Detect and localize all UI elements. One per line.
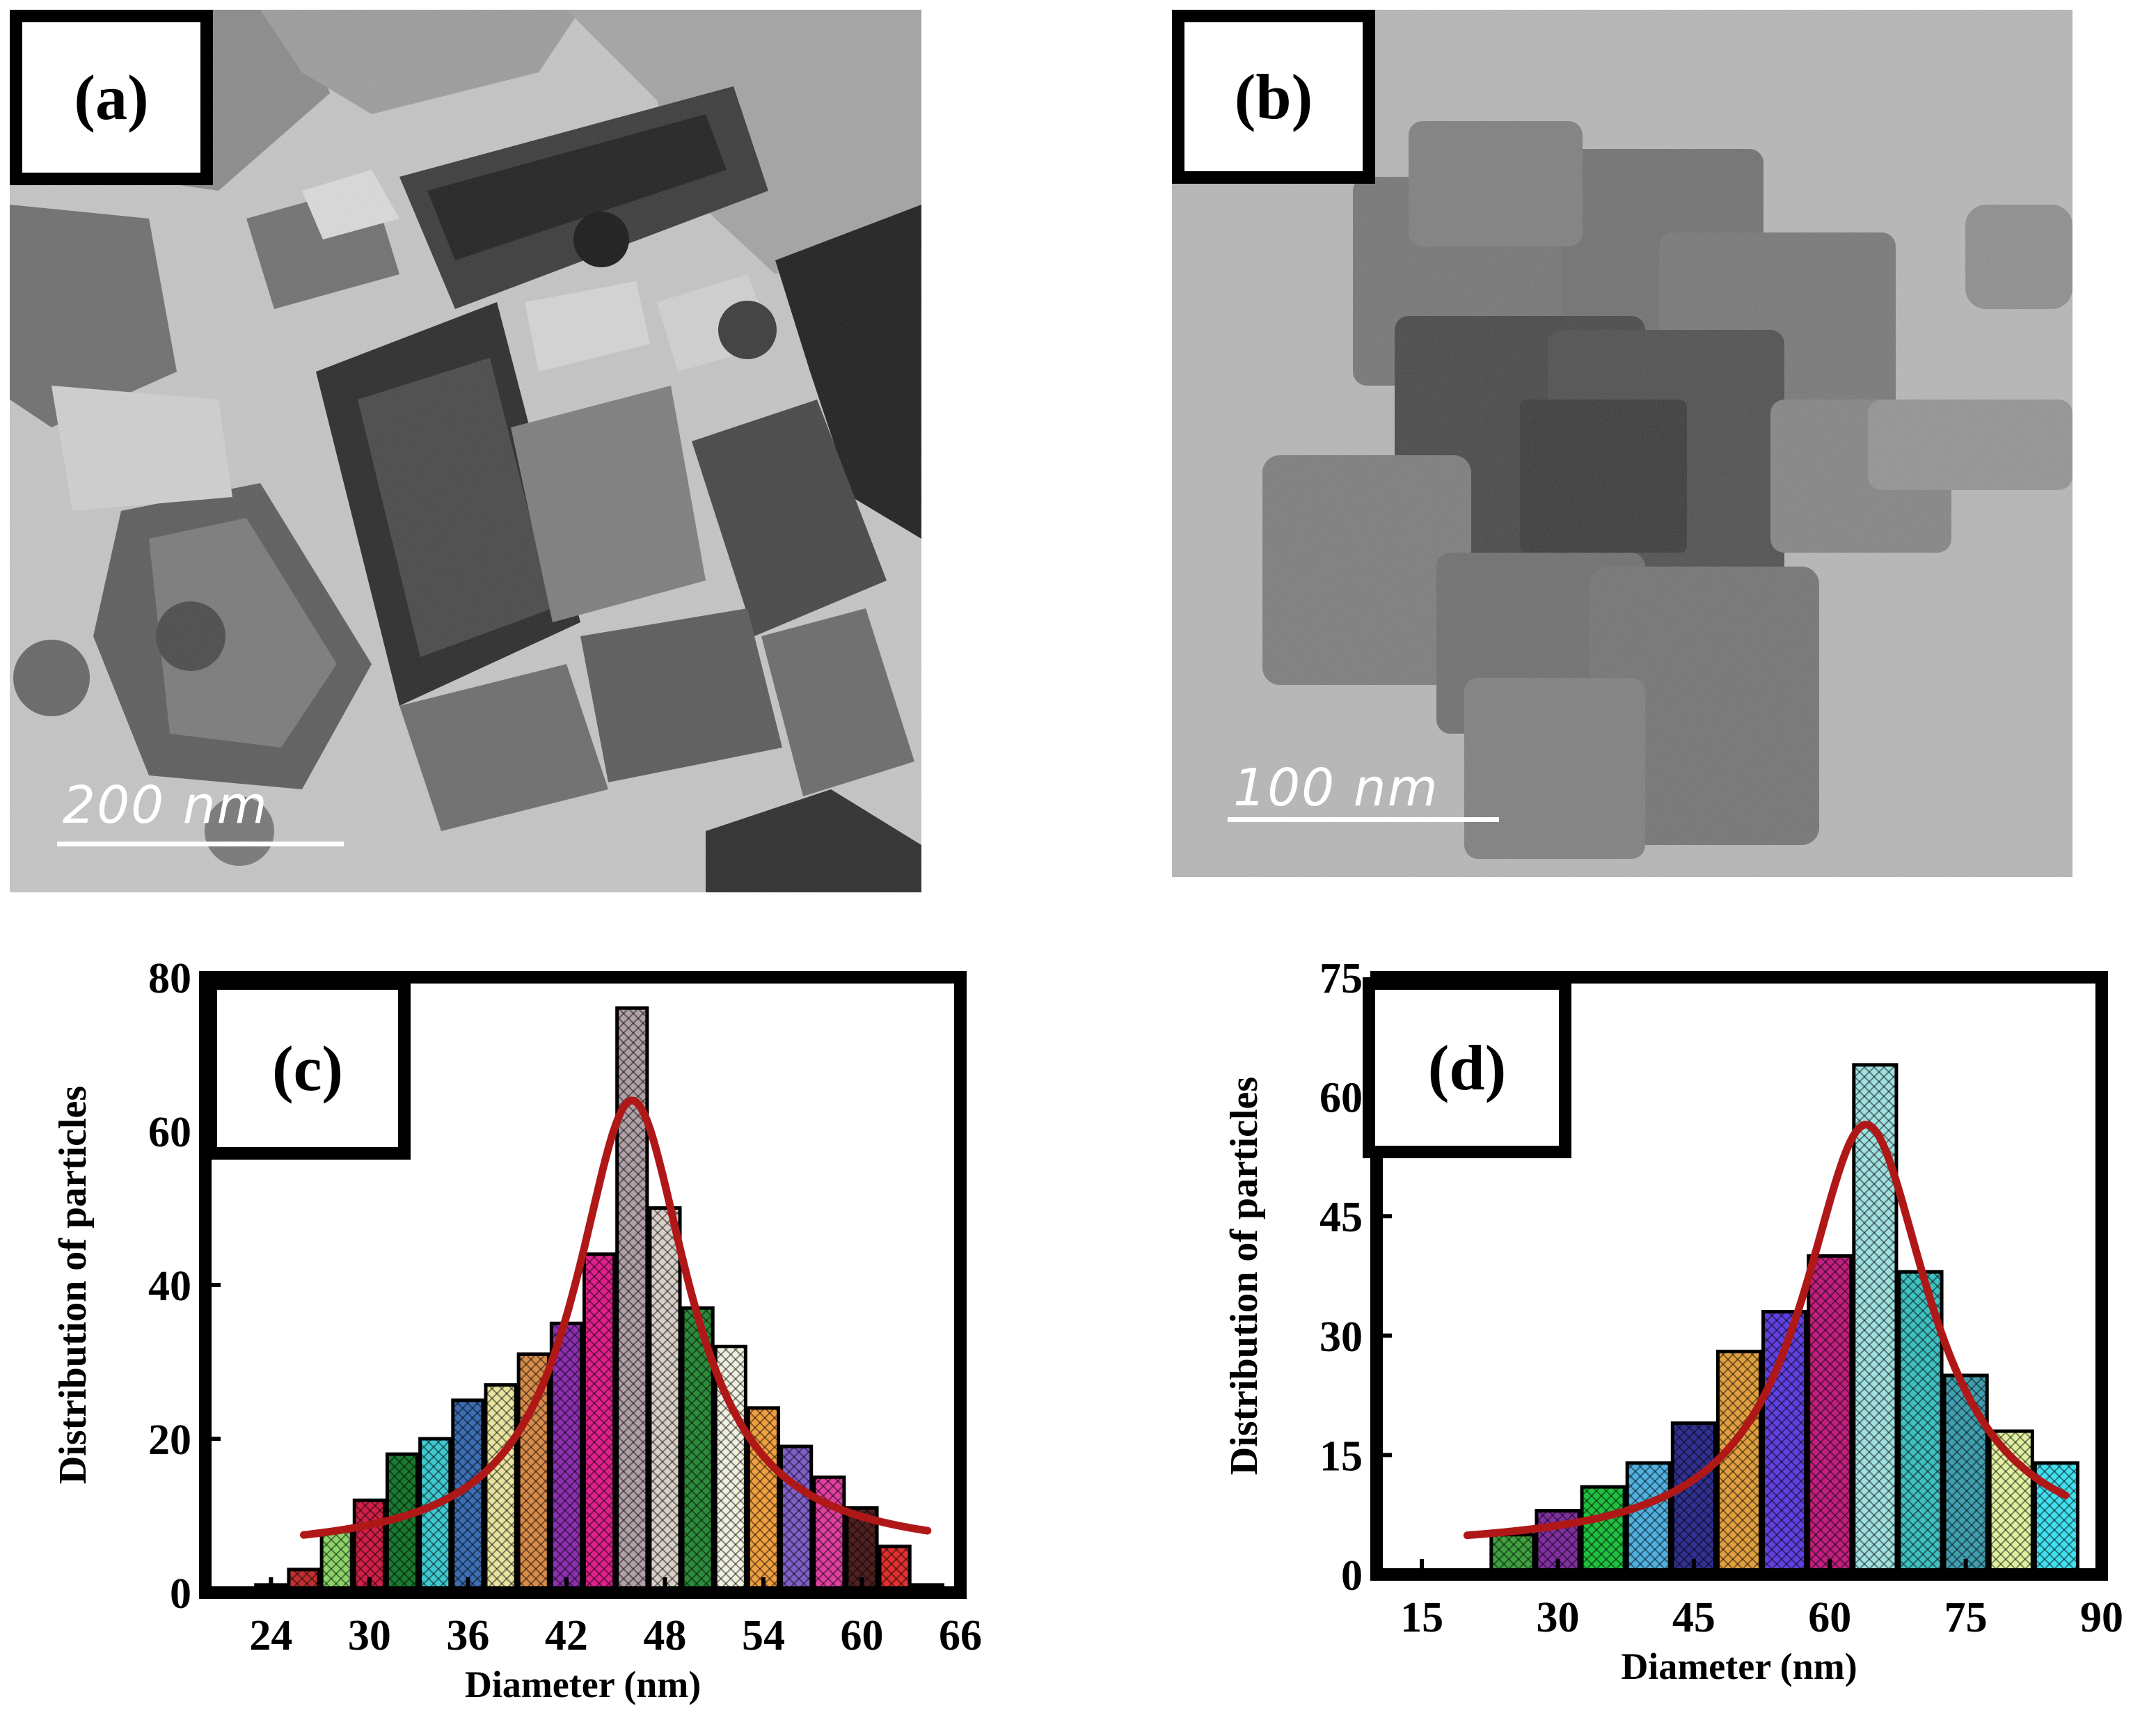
histogram-c: 24 30 36 42 48 54 60 66 0 20 40 60 80 Diameter (nm) Di… xyxy=(51,955,982,1705)
y-tick-label: 0 xyxy=(170,1570,191,1618)
histogram-bar xyxy=(1807,1254,1853,1577)
y-tick-label: 75 xyxy=(1319,955,1363,1002)
y-tick-label: 15 xyxy=(1319,1432,1363,1480)
y-tick-label: 30 xyxy=(1319,1313,1363,1361)
histogram-bar xyxy=(1852,1063,1899,1577)
x-tick-label: 30 xyxy=(1537,1594,1580,1641)
fit-curve xyxy=(300,1096,932,1539)
tem-micrograph-a xyxy=(10,10,921,892)
panel-a-label: (a) xyxy=(10,10,213,185)
histogram-bar xyxy=(1670,1421,1717,1577)
histogram-bar xyxy=(1942,1373,1989,1577)
histogram-bar xyxy=(319,1529,354,1595)
histogram-bar xyxy=(1625,1461,1672,1577)
x-tick-label: 60 xyxy=(1808,1594,1851,1641)
x-tick-label: 54 xyxy=(742,1612,785,1659)
y-tick-label: 0 xyxy=(1341,1552,1363,1600)
panel-b-label-text: (b) xyxy=(1234,61,1313,132)
tem-micrograph-b xyxy=(1172,10,2072,877)
histogram-bar xyxy=(418,1437,452,1595)
histogram-bar xyxy=(1580,1485,1626,1577)
histogram-bar xyxy=(713,1344,747,1595)
scale-bar-b xyxy=(1228,817,1499,822)
x-tick-label: 36 xyxy=(446,1612,489,1659)
tem-image-b xyxy=(1172,10,2072,877)
tem-image-a xyxy=(10,10,921,892)
y-tick-label: 20 xyxy=(148,1416,191,1464)
panel-a: (a) 200 nm xyxy=(10,10,921,892)
panel-d-label-text: (d) xyxy=(1427,1032,1507,1103)
plot-frame xyxy=(1370,971,2108,1581)
panel-b: (b) 100 nm xyxy=(1172,10,2072,877)
x-tick-label: 45 xyxy=(1672,1594,1715,1641)
histogram-d: 15 30 45 60 75 90 0 15 30 45 60 75 Diameter (nm) Dist… xyxy=(1223,955,2123,1687)
histogram-bar xyxy=(484,1383,518,1595)
x-tick-label: 66 xyxy=(939,1612,982,1659)
histogram-bar xyxy=(648,1206,682,1595)
histogram-bar xyxy=(746,1406,781,1595)
panel-a-label-text: (a) xyxy=(74,62,149,133)
x-tick-label: 90 xyxy=(2080,1594,2123,1641)
y-tick-label: 60 xyxy=(1319,1075,1363,1122)
histogram-bar xyxy=(779,1444,814,1595)
histogram-bar xyxy=(615,1006,649,1595)
fit-curve xyxy=(1463,1121,2070,1540)
y-tick-label: 60 xyxy=(148,1109,191,1156)
histogram-bar xyxy=(878,1545,912,1595)
y-tick-label: 80 xyxy=(148,955,191,1002)
x-tick-label: 24 xyxy=(249,1612,292,1659)
panel-c-label-text: (c) xyxy=(271,1033,344,1104)
scale-bar-label-a: 200 nm xyxy=(63,775,269,835)
histogram-bar xyxy=(549,1321,584,1595)
scale-bar-label-b: 100 nm xyxy=(1233,758,1439,818)
y-tick-label: 40 xyxy=(148,1263,191,1310)
y-axis-label: Distribution of particles xyxy=(1223,1077,1266,1475)
panel-d-label: (d) xyxy=(1363,977,1571,1158)
panel-c: 24 30 36 42 48 54 60 66 0 20 40 60 80 Diameter (nm) Di… xyxy=(0,926,1044,1710)
histogram-bar xyxy=(516,1352,550,1595)
histogram-bar xyxy=(352,1498,386,1595)
panel-d: 15 30 45 60 75 90 0 15 30 45 60 75 Diameter (nm) Dist… xyxy=(1100,926,2156,1710)
x-tick-label: 48 xyxy=(643,1612,686,1659)
panel-b-label: (b) xyxy=(1172,10,1375,184)
x-tick-label: 75 xyxy=(1944,1594,1988,1641)
histogram-bar xyxy=(812,1475,846,1595)
y-axis-label: Distribution of particles xyxy=(51,1086,95,1484)
x-tick-label: 60 xyxy=(840,1612,883,1659)
histogram-bar xyxy=(582,1252,617,1595)
panel-c-label: (c) xyxy=(205,977,411,1160)
scale-bar-a xyxy=(57,842,344,846)
y-tick-label: 45 xyxy=(1319,1194,1363,1241)
x-tick-label: 15 xyxy=(1400,1594,1443,1641)
x-axis-label: Diameter (nm) xyxy=(465,1664,701,1705)
x-axis-label: Diameter (nm) xyxy=(1621,1645,1857,1687)
x-tick-label: 42 xyxy=(545,1612,588,1659)
x-tick-label: 30 xyxy=(348,1612,391,1659)
histogram-bar xyxy=(1715,1350,1763,1577)
